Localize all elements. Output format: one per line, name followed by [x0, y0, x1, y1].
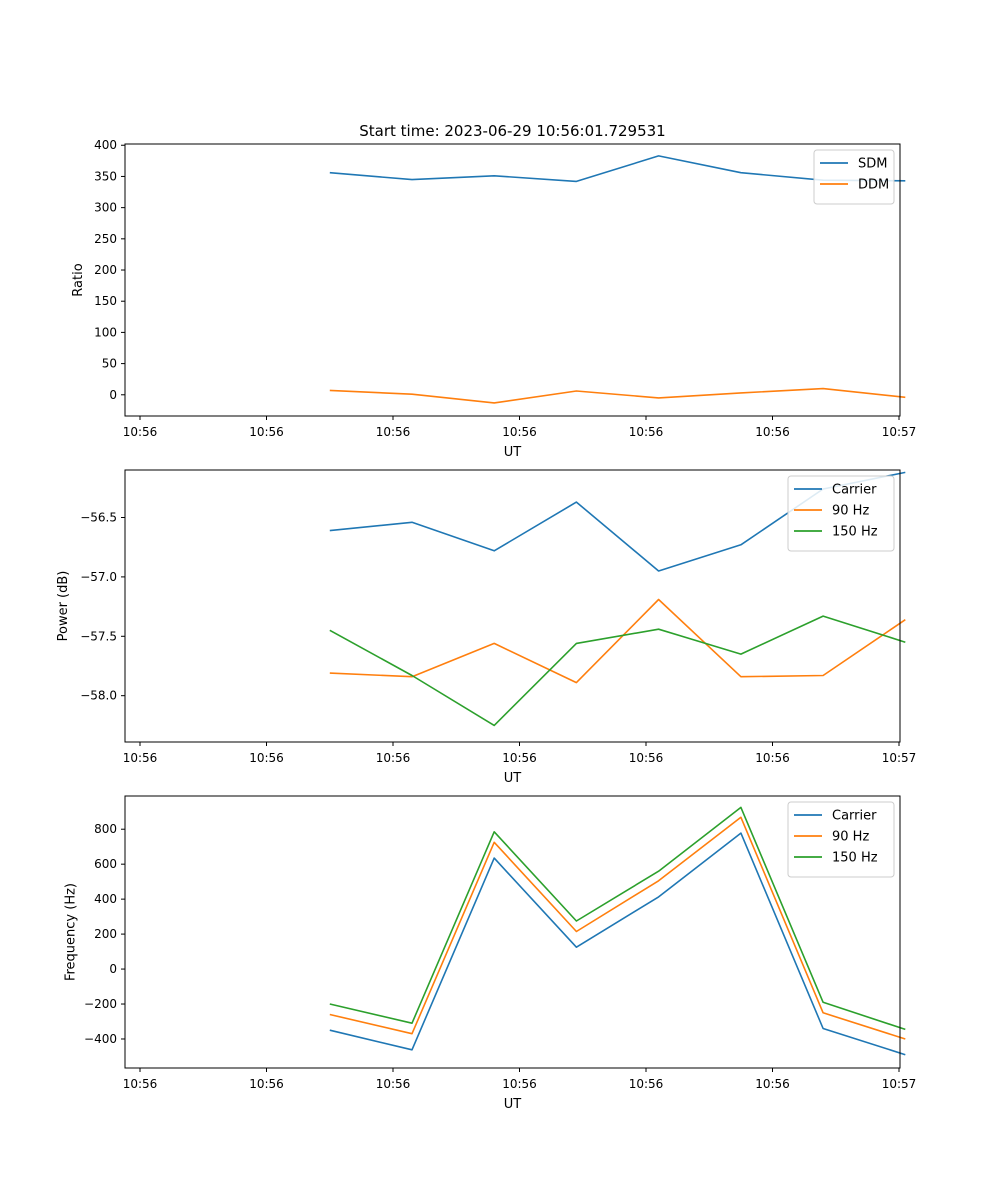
x-tick-label: 10:56: [502, 425, 537, 439]
y-axis-label: Ratio: [71, 263, 86, 296]
x-tick-label: 10:56: [755, 751, 790, 765]
legend-label: SDM: [858, 157, 887, 172]
x-tick-label: 10:56: [123, 751, 158, 765]
x-tick-label: 10:56: [249, 1077, 284, 1091]
series-line-sdm: [329, 155, 906, 183]
x-tick-label: 10:57: [882, 1077, 917, 1091]
legend-box: [787, 475, 895, 552]
x-tick-label: 10:57: [882, 425, 917, 439]
y-axis-label: Frequency (Hz): [64, 883, 79, 981]
x-tick-label: 10:56: [249, 751, 284, 765]
legend-label: Carrier: [832, 809, 877, 824]
x-tick-label: 10:56: [502, 1077, 537, 1091]
plot-frame: [124, 469, 901, 743]
y-tick-label: −57.0: [80, 570, 117, 584]
y-tick-label: 200: [94, 263, 117, 277]
y-tick-label: 600: [94, 857, 117, 871]
plot-frame: [124, 795, 901, 1069]
legend-label: DDM: [858, 178, 889, 193]
y-tick-label: 50: [102, 357, 117, 371]
y-tick-label: 0: [109, 962, 117, 976]
y-tick-label: −400: [84, 1032, 117, 1046]
series-line-ddm: [329, 387, 906, 404]
x-tick-label: 10:56: [376, 1077, 411, 1091]
series-line-carrier: [329, 832, 906, 1056]
x-tick-label: 10:56: [629, 751, 664, 765]
legend: SDM DDM: [813, 149, 895, 205]
x-tick-label: 10:56: [123, 1077, 158, 1091]
series-line-150-hz: [329, 615, 906, 727]
y-tick-label: −58.0: [80, 689, 117, 703]
chart-title: Start time: 2023-06-29 10:56:01.729531: [359, 122, 665, 140]
y-tick-label: 400: [94, 892, 117, 906]
y-axis-label: Power (dB): [56, 571, 71, 642]
x-tick-label: 10:56: [249, 425, 284, 439]
y-tick-label: −200: [84, 997, 117, 1011]
x-tick-label: 10:56: [376, 751, 411, 765]
legend-box: [787, 801, 895, 878]
y-tick-label: 200: [94, 927, 117, 941]
x-tick-label: 10:56: [376, 425, 411, 439]
x-axis-label: UT: [504, 771, 522, 786]
x-tick-label: 10:56: [755, 1077, 790, 1091]
x-tick-label: 10:57: [882, 751, 917, 765]
x-tick-label: 10:56: [629, 425, 664, 439]
y-tick-label: 400: [94, 138, 117, 152]
y-tick-label: 800: [94, 822, 117, 836]
legend-label: 90 Hz: [832, 830, 869, 845]
chart-panel-2: 10:56 10:56 10:56 10:56 10:56 10:56 10:57 −58.0…: [56, 469, 917, 786]
y-tick-label: 100: [94, 325, 117, 339]
chart-panels: 10:56 10:56 10:56 10:56 10:56 10:56 10:57 0 50 10…: [56, 138, 916, 1112]
chart-panel-1: 10:56 10:56 10:56 10:56 10:56 10:56 10:57 0 50 10…: [71, 138, 916, 460]
legend-label: 90 Hz: [832, 504, 869, 519]
x-tick-label: 10:56: [502, 751, 537, 765]
legend-label: 150 Hz: [832, 525, 878, 540]
legend-label: Carrier: [832, 483, 877, 498]
chart-panel-3: 10:56 10:56 10:56 10:56 10:56 10:56 10:57 −400 −…: [64, 795, 917, 1112]
y-tick-label: 150: [94, 294, 117, 308]
y-tick-label: 0: [109, 388, 117, 402]
legend-label: 150 Hz: [832, 851, 878, 866]
legend: Carrier 90 Hz 150 Hz: [787, 801, 895, 878]
x-tick-label: 10:56: [123, 425, 158, 439]
x-axis-label: UT: [504, 445, 522, 460]
y-tick-label: 300: [94, 201, 117, 215]
x-axis-label: UT: [504, 1097, 522, 1112]
legend: Carrier 90 Hz 150 Hz: [787, 475, 895, 552]
plot-frame: [124, 143, 901, 417]
y-tick-label: 350: [94, 169, 117, 183]
x-tick-label: 10:56: [755, 425, 790, 439]
y-tick-label: 250: [94, 232, 117, 246]
y-tick-label: −57.5: [80, 629, 117, 643]
series-line-150-hz: [329, 806, 906, 1031]
series-line-90-hz: [329, 598, 906, 684]
y-tick-label: −56.5: [80, 511, 117, 525]
series-line-90-hz: [329, 816, 906, 1040]
x-tick-label: 10:56: [629, 1077, 664, 1091]
